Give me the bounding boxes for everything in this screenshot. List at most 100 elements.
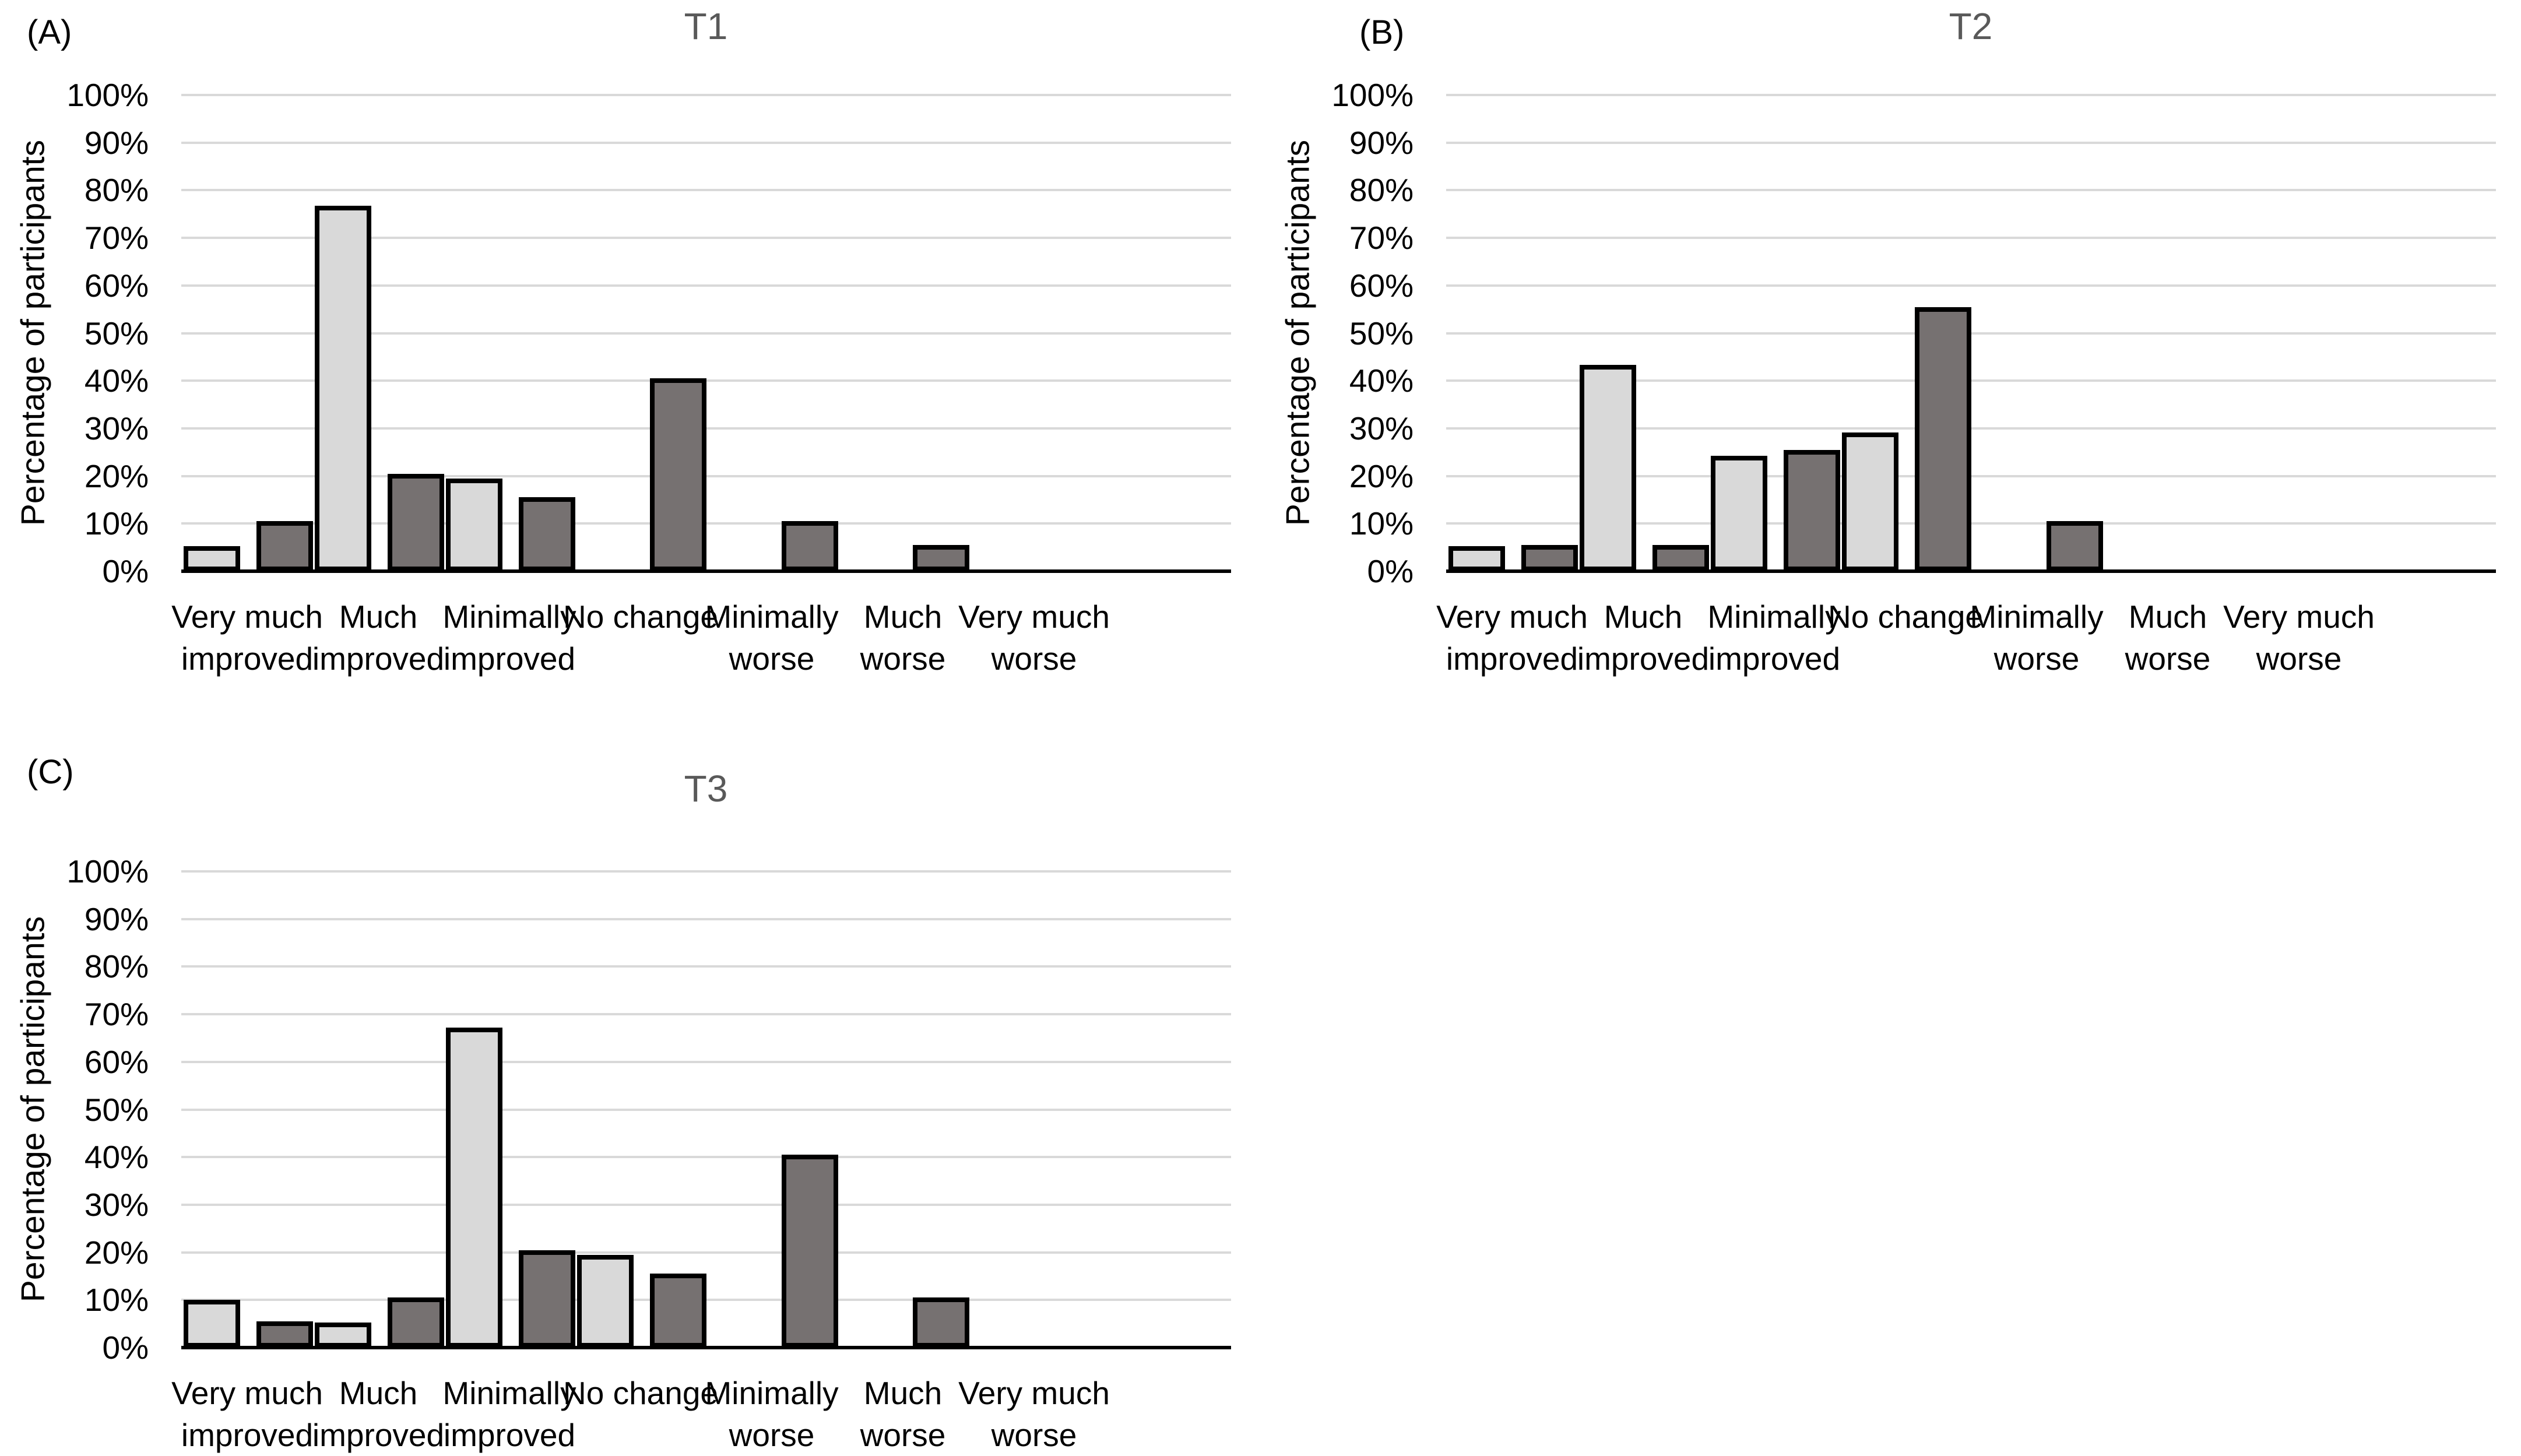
bar-t3-light_gray-cat1 (184, 1300, 240, 1348)
bar-t2-light_gray-cat4 (1842, 432, 1898, 571)
y-tick-t3-60: 60% (84, 1043, 149, 1080)
bar-t3-light_gray-cat3 (446, 1028, 502, 1348)
y-tick-t2-100: 100% (1331, 77, 1414, 113)
gridline-t3-30 (181, 1203, 1231, 1206)
bar-t1-dark_gray-cat4 (650, 378, 706, 571)
y-tick-t1-100: 100% (66, 77, 149, 113)
bar-t3-dark_gray-cat1 (256, 1321, 313, 1348)
chart-title-t3: T3 (684, 768, 728, 810)
x-category-label-t2-6: Much worse (2125, 599, 2211, 677)
y-tick-t1-20: 20% (84, 458, 149, 494)
x-category-label-t1-1: Very much improved (171, 599, 323, 677)
panel-label-b: (B) (1359, 13, 1405, 51)
gridline-t3-80 (181, 965, 1231, 968)
bar-t2-dark_gray-cat3 (1784, 450, 1840, 571)
gridline-t3-70 (181, 1013, 1231, 1016)
x-category-label-t1-7: Very much worse (958, 599, 1110, 677)
x-category-label-t3-4: No change (562, 1375, 719, 1411)
gridline-t2-70 (1446, 237, 2496, 240)
y-tick-t3-80: 80% (84, 948, 149, 985)
bar-t3-light_gray-cat4 (577, 1255, 634, 1348)
gridline-t2-60 (1446, 284, 2496, 287)
gridline-t1-80 (181, 189, 1231, 192)
x-category-label-t3-7: Very much worse (958, 1375, 1110, 1453)
gridline-t1-90 (181, 141, 1231, 144)
bar-t1-dark_gray-cat5 (782, 521, 838, 571)
y-tick-t3-70: 70% (84, 996, 149, 1033)
y-tick-t2-60: 60% (1349, 267, 1414, 304)
y-tick-t2-90: 90% (1349, 124, 1414, 161)
bar-t1-light_gray-cat1 (184, 546, 240, 571)
x-category-label-t2-1: Very much improved (1436, 599, 1588, 677)
bar-t1-light_gray-cat2 (315, 206, 371, 571)
gridline-t3-50 (181, 1108, 1231, 1111)
x-category-label-t2-7: Very much worse (2223, 599, 2375, 677)
y-tick-t2-20: 20% (1349, 458, 1414, 494)
y-tick-t2-30: 30% (1349, 410, 1414, 446)
bar-t1-dark_gray-cat1 (256, 521, 313, 571)
gridline-t3-90 (181, 917, 1231, 920)
x-category-label-t3-2: Much improved (312, 1375, 445, 1453)
bar-t2-light_gray-cat2 (1580, 365, 1636, 571)
y-tick-t3-90: 90% (84, 901, 149, 937)
x-axis-line-t3 (181, 1346, 1231, 1349)
gridline-t2-80 (1446, 189, 2496, 192)
y-tick-t3-0: 0% (102, 1330, 149, 1366)
gridline-t3-20 (181, 1251, 1231, 1254)
gridline-t1-70 (181, 237, 1231, 240)
bar-t2-dark_gray-cat1 (1521, 545, 1578, 571)
gridline-t3-100 (181, 870, 1231, 873)
y-tick-t3-40: 40% (84, 1139, 149, 1176)
x-category-label-t2-3: Minimally improved (1707, 599, 1841, 677)
y-tick-t1-80: 80% (84, 172, 149, 209)
y-tick-t1-50: 50% (84, 315, 149, 351)
y-tick-t3-50: 50% (84, 1091, 149, 1128)
bar-t3-dark_gray-cat3 (519, 1250, 575, 1348)
gridline-t2-100 (1446, 94, 2496, 96)
gridline-t2-90 (1446, 141, 2496, 144)
x-category-label-t3-1: Very much improved (171, 1375, 323, 1453)
y-tick-t2-80: 80% (1349, 172, 1414, 209)
gridline-t1-60 (181, 284, 1231, 287)
x-category-label-t1-5: Minimally worse (705, 599, 839, 677)
bar-t1-dark_gray-cat2 (388, 474, 444, 571)
y-tick-t1-60: 60% (84, 267, 149, 304)
y-tick-t2-50: 50% (1349, 315, 1414, 351)
bar-t3-dark_gray-cat2 (388, 1297, 444, 1348)
y-tick-t2-10: 10% (1349, 505, 1414, 542)
panel-label-a: (A) (27, 13, 72, 51)
y-tick-t2-0: 0% (1367, 553, 1414, 589)
bar-t2-dark_gray-cat4 (1915, 307, 1971, 571)
bar-t1-light_gray-cat3 (446, 479, 502, 571)
x-category-label-t1-3: Minimally improved (442, 599, 576, 677)
x-category-label-t3-5: Minimally worse (705, 1375, 839, 1453)
x-category-label-t2-4: No change (1827, 599, 1984, 635)
x-category-label-t2-5: Minimally worse (1970, 599, 2104, 677)
gridline-t3-40 (181, 1156, 1231, 1159)
x-category-label-t3-3: Minimally improved (442, 1375, 576, 1453)
bar-t3-dark_gray-cat4 (650, 1274, 706, 1348)
y-tick-t1-90: 90% (84, 124, 149, 161)
bar-t1-dark_gray-cat6 (913, 545, 969, 571)
bar-t3-dark_gray-cat6 (913, 1297, 969, 1348)
x-axis-line-t1 (181, 569, 1231, 573)
y-tick-t1-30: 30% (84, 410, 149, 446)
y-tick-t2-70: 70% (1349, 220, 1414, 256)
x-axis-line-t2 (1446, 569, 2496, 573)
y-tick-t1-70: 70% (84, 220, 149, 256)
bar-t3-dark_gray-cat5 (782, 1155, 838, 1348)
x-category-label-t1-6: Much worse (860, 599, 946, 677)
bar-t3-light_gray-cat2 (315, 1323, 371, 1348)
gridline-t3-60 (181, 1060, 1231, 1063)
bar-t2-light_gray-cat1 (1448, 546, 1505, 571)
chart-title-t1: T1 (684, 5, 728, 47)
x-category-label-t1-4: No change (562, 599, 719, 635)
bar-t2-dark_gray-cat5 (2047, 521, 2103, 571)
chart-title-t2: T2 (1949, 5, 1993, 47)
y-tick-t1-40: 40% (84, 363, 149, 399)
gridline-t1-100 (181, 94, 1231, 96)
bar-t2-light_gray-cat3 (1711, 456, 1767, 571)
y-tick-t2-40: 40% (1349, 363, 1414, 399)
bar-t2-dark_gray-cat2 (1652, 545, 1709, 571)
y-tick-t3-10: 10% (84, 1282, 149, 1318)
